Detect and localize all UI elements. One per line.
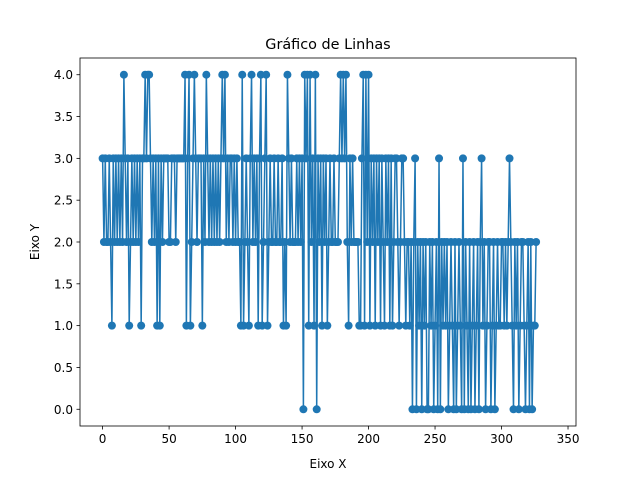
data-point	[312, 405, 321, 414]
x-tick-label: 100	[224, 432, 247, 446]
data-point	[150, 238, 159, 246]
data-point	[528, 405, 537, 414]
data-point	[357, 154, 366, 163]
data-point	[477, 154, 486, 163]
data-point	[420, 321, 429, 330]
y-tick-label: 3.5	[54, 110, 73, 124]
data-point	[190, 70, 199, 79]
data-point	[405, 321, 414, 330]
data-point	[282, 321, 291, 330]
x-tick-label: 250	[424, 432, 447, 446]
data-point	[125, 321, 134, 330]
data-point	[456, 321, 465, 330]
data-point	[198, 321, 207, 330]
x-tick-label: 0	[99, 432, 107, 446]
data-point	[514, 405, 523, 414]
data-point	[411, 154, 420, 163]
data-point	[490, 405, 499, 414]
data-point	[505, 154, 514, 163]
data-point	[137, 321, 146, 330]
data-point	[522, 321, 531, 330]
data-point	[278, 154, 287, 163]
y-tick-label: 2.5	[54, 194, 73, 208]
data-point	[251, 238, 260, 246]
data-point	[283, 70, 292, 79]
data-point	[474, 405, 483, 414]
y-axis-label: Eixo Y	[28, 223, 42, 260]
y-axis: 0.0 0.5 1.0 1.5 2.0 2.5 3.0 3.5 4.0	[54, 68, 80, 417]
data-point	[341, 70, 350, 79]
plot-frame	[79, 57, 577, 427]
data-point	[353, 238, 362, 246]
data-point	[119, 70, 128, 79]
chart-title: Gráfico de Linhas	[265, 37, 390, 53]
x-tick-label: 50	[161, 432, 176, 446]
data-point	[244, 321, 253, 330]
data-point	[333, 238, 342, 246]
data-point	[232, 154, 241, 163]
data-point	[348, 154, 357, 163]
data-point	[458, 154, 467, 163]
x-axis-label: Eixo X	[309, 457, 346, 471]
data-point	[155, 321, 164, 330]
x-tick-label: 350	[557, 432, 580, 446]
data-point	[158, 238, 167, 246]
data-point	[364, 70, 373, 79]
data-point	[435, 154, 444, 163]
data-point	[454, 238, 463, 246]
data-point	[215, 238, 224, 246]
data-point	[310, 321, 319, 330]
data-point	[436, 405, 445, 414]
data-point	[311, 70, 320, 79]
data-point	[263, 321, 272, 330]
y-tick-label: 1.0	[54, 319, 73, 333]
data-point	[186, 321, 195, 330]
x-tick-label: 300	[490, 432, 513, 446]
data-point	[399, 154, 408, 163]
y-tick-label: 0.5	[54, 361, 73, 375]
data-point	[307, 238, 316, 246]
data-point	[145, 70, 154, 79]
data-point	[134, 238, 143, 246]
data-point	[247, 70, 256, 79]
data-point	[302, 154, 311, 163]
data-point	[220, 70, 229, 79]
data-point	[472, 321, 481, 330]
data-point	[299, 405, 308, 414]
data-point	[530, 321, 539, 330]
data-point	[202, 70, 211, 79]
data-point	[296, 238, 305, 246]
data-point	[383, 238, 392, 246]
data-point	[395, 321, 404, 330]
data-point	[107, 321, 116, 330]
y-tick-label: 3.0	[54, 152, 73, 166]
x-tick-label: 150	[291, 432, 314, 446]
data-point	[388, 321, 397, 330]
data-point	[431, 321, 440, 330]
plot-area	[98, 70, 541, 414]
y-tick-label: 1.5	[54, 277, 73, 291]
y-tick-label: 4.0	[54, 68, 73, 82]
data-point	[171, 238, 180, 246]
data-point	[344, 321, 353, 330]
y-tick-label: 2.0	[54, 236, 73, 250]
data-point	[193, 238, 202, 246]
data-point	[238, 70, 247, 79]
x-axis: 0 50 100 150 200 250 300 350	[99, 426, 580, 446]
x-tick-label: 200	[357, 432, 380, 446]
data-point	[532, 238, 541, 246]
data-point	[323, 321, 332, 330]
y-tick-label: 0.0	[54, 403, 73, 417]
data-point	[262, 70, 271, 79]
